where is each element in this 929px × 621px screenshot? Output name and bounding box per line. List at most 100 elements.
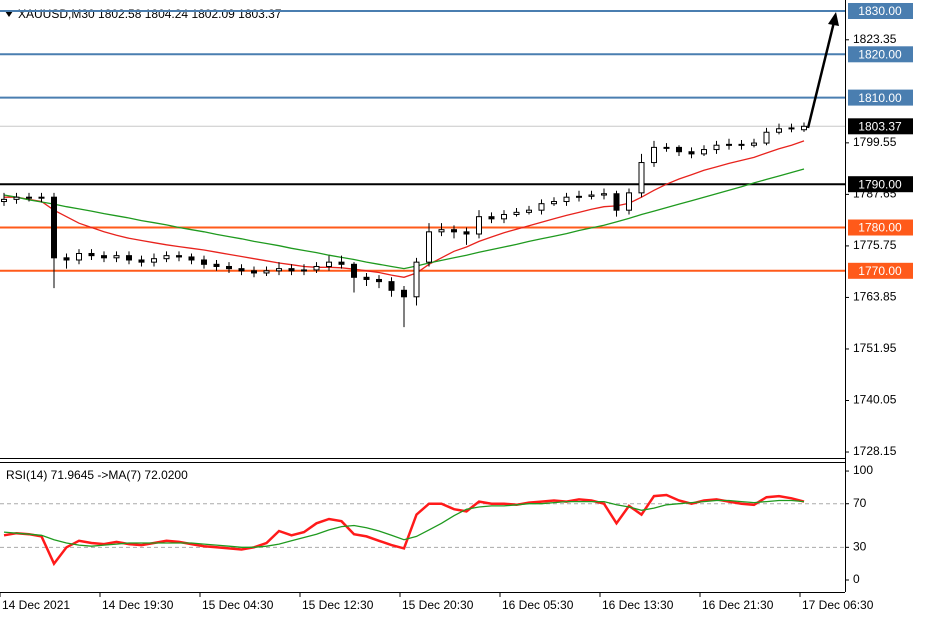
candle-body (76, 252, 82, 261)
candle-body (488, 216, 495, 220)
candle-body (726, 143, 732, 146)
candle-body (476, 216, 482, 235)
candle-body (238, 268, 245, 272)
candle-body (51, 196, 57, 259)
candle-body (788, 127, 795, 130)
candle-body (63, 257, 70, 261)
candle-body (563, 196, 570, 203)
candle-body (301, 269, 307, 272)
candle-body (688, 151, 695, 155)
y-tick-label: 1775.75 (853, 238, 897, 252)
candle-body (713, 144, 720, 151)
y-tick-label: 1740.05 (853, 393, 897, 407)
candle-body (676, 146, 682, 153)
candle-body (538, 203, 545, 211)
y-tick-label: 0 (853, 572, 860, 586)
candle-body (263, 270, 270, 274)
candle-body (276, 268, 282, 272)
level-label-box (848, 2, 913, 19)
level-label: 1780.00 (858, 221, 902, 235)
arrow (806, 12, 839, 129)
arrow-head (828, 12, 839, 26)
y-tick-label: 1763.85 (853, 290, 897, 304)
chart-header: XAUUSD,M30 1802.58 1804.24 1802.09 1803.… (18, 7, 282, 21)
x-tick-label: 16 Dec 13:30 (602, 598, 674, 612)
candle-body (426, 231, 432, 263)
y-tick-label: 1799.55 (853, 135, 897, 149)
x-tick-label: 14 Dec 19:30 (102, 598, 174, 612)
candle-body (26, 196, 32, 199)
candle-body (313, 265, 320, 271)
candle-body (376, 278, 382, 283)
x-tick-label: 15 Dec 12:30 (302, 598, 374, 612)
x-tick-label: 15 Dec 20:30 (402, 598, 474, 612)
level-label: 1810.00 (858, 91, 902, 105)
level-label: 1830.00 (858, 4, 902, 18)
candle-body (763, 131, 770, 144)
candle-body (151, 258, 157, 263)
x-tick-label: 17 Dec 06:30 (802, 598, 874, 612)
candle-body (401, 289, 407, 298)
candle-body (363, 276, 370, 280)
candle-body (413, 261, 420, 298)
level-label-box (848, 46, 913, 63)
candle-body (463, 231, 470, 235)
candle-body (288, 268, 295, 272)
level-label: 1820.00 (858, 47, 902, 61)
y-tick-label: 1751.95 (853, 341, 897, 355)
candle-body (213, 263, 220, 267)
candle-body (738, 143, 745, 146)
level-label-box (848, 89, 913, 106)
moving-average (4, 140, 805, 278)
symbol-menu-icon (5, 11, 13, 17)
candle-body (576, 195, 582, 198)
candle-body (613, 193, 620, 211)
y-tick-label: 100 (853, 463, 873, 477)
candle-body (663, 146, 670, 149)
candle-body (38, 196, 45, 199)
candle-body (526, 209, 532, 213)
level-label-box (848, 262, 913, 279)
level-label: 1770.00 (858, 264, 902, 278)
candle-body (588, 194, 595, 197)
candle-body (1, 198, 7, 203)
candle-body (126, 255, 132, 261)
x-tick-label: 15 Dec 04:30 (202, 598, 274, 612)
candle-body (138, 259, 145, 263)
candle-body (351, 263, 357, 278)
candle-body (251, 270, 257, 274)
candle-body (551, 201, 557, 205)
candle-body (451, 229, 457, 233)
candle-body (163, 255, 170, 260)
rsi-line (3, 493, 805, 567)
candle-body (638, 162, 645, 194)
x-tick-label: 14 Dec 2021 (2, 598, 70, 612)
x-tick-label: 16 Dec 21:30 (702, 598, 774, 612)
candle-body (513, 211, 520, 216)
y-tick-label: 30 (853, 539, 867, 553)
candle-body (751, 142, 757, 146)
candle-body (101, 255, 107, 259)
y-tick-label: 70 (853, 496, 867, 510)
level-label-box (848, 176, 913, 193)
candle-body (626, 192, 632, 211)
candle-body (113, 255, 120, 259)
arrow-shaft (806, 21, 836, 129)
candle-body (201, 259, 207, 265)
level-label-box (848, 219, 913, 236)
candle-body (601, 193, 607, 196)
candle-body (801, 125, 807, 131)
rsi-title: RSI(14) 71.9645 ->MA(7) 72.0200 (6, 468, 188, 482)
y-tick-label: 1823.35 (853, 32, 897, 46)
moving-average (3, 168, 805, 270)
candle-body (326, 261, 332, 267)
candle-body (776, 128, 782, 133)
rsi-line (3, 499, 805, 548)
candle-body (88, 252, 95, 257)
candle-body (438, 229, 445, 233)
level-label: 1790.00 (858, 177, 902, 191)
y-tick-label: 1728.15 (853, 444, 897, 458)
candle-body (651, 146, 657, 164)
